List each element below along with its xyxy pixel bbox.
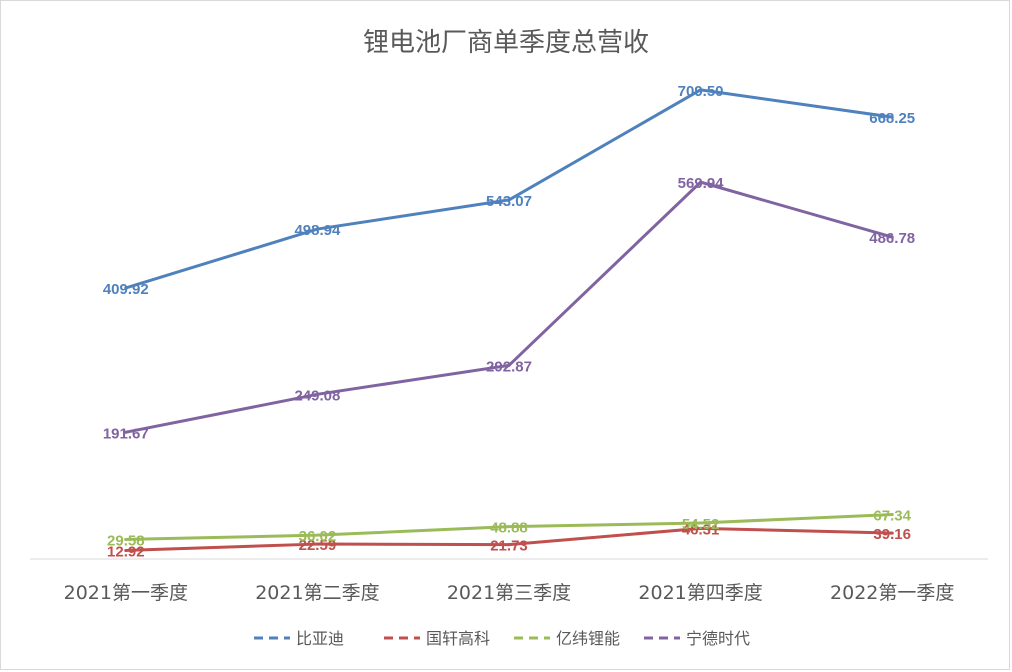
x-tick-label: 2021第三季度 [447,582,571,604]
data-point [699,526,703,530]
data-point [699,88,703,92]
data-point [507,543,511,547]
legend-label: 比亚迪 [296,629,344,648]
data-label-layer: 409.92 498.94 543.07 709.50 668.25 12.92 22.59… [103,83,915,561]
data-point [890,235,894,239]
data-point [890,512,894,516]
x-tick-label: 2022第一季度 [830,582,954,604]
legend-item: 宁德时代 [644,629,750,648]
data-point [315,542,319,546]
data-point [890,115,894,119]
legend-label: 国轩高科 [426,629,490,648]
legend-item: 亿纬锂能 [514,629,620,648]
x-tick-layer: 2021第一季度 2021第二季度 2021第三季度 2021第四季度 2022第一季度 [64,582,955,604]
data-label: 36.02 [299,528,337,545]
data-point [315,392,319,396]
legend-item: 比亚迪 [254,629,344,648]
series-line-1 [124,88,894,290]
x-tick-label: 2021第四季度 [638,582,762,604]
series-line-4 [124,180,894,434]
data-point [699,521,703,525]
data-label: 486.78 [869,230,915,247]
data-label: 543.07 [486,193,532,210]
data-point [315,533,319,537]
data-label: 67.34 [873,507,911,524]
data-point [507,363,511,367]
chart-title: 锂电池厂商单季度总营收 [362,28,649,58]
data-label: 709.50 [678,83,724,100]
data-label: 54.52 [682,516,720,533]
legend-label: 亿纬锂能 [556,629,620,648]
data-label: 46.31 [682,521,720,538]
data-label: 191.67 [103,425,149,442]
data-label: 39.16 [873,526,911,543]
data-point [124,430,128,434]
data-label: 249.08 [294,387,340,404]
data-label: 409.92 [103,281,149,298]
data-point [315,227,319,231]
legend-item: 国轩高科 [384,629,490,648]
data-label: 21.73 [490,538,528,555]
data-label: 12.92 [107,543,145,560]
x-tick-label: 2021第二季度 [255,582,379,604]
data-point [124,537,128,541]
data-point [124,548,128,552]
legend: 比亚迪 国轩高科 亿纬锂能 宁德时代 [254,629,750,648]
data-label: 498.94 [294,222,341,239]
data-label: 569.94 [678,175,725,192]
data-point [507,198,511,202]
data-point [890,531,894,535]
data-label: 22.59 [299,537,337,554]
data-label: 48.88 [490,520,528,537]
data-point [699,180,703,184]
data-point [507,525,511,529]
data-label: 292.87 [486,358,532,375]
data-label: 29.58 [107,532,145,549]
data-label: 668.25 [869,110,915,127]
data-point [124,286,128,290]
x-tick-label: 2021第一季度 [64,582,188,604]
series-layer [124,88,894,552]
legend-label: 宁德时代 [686,629,750,648]
